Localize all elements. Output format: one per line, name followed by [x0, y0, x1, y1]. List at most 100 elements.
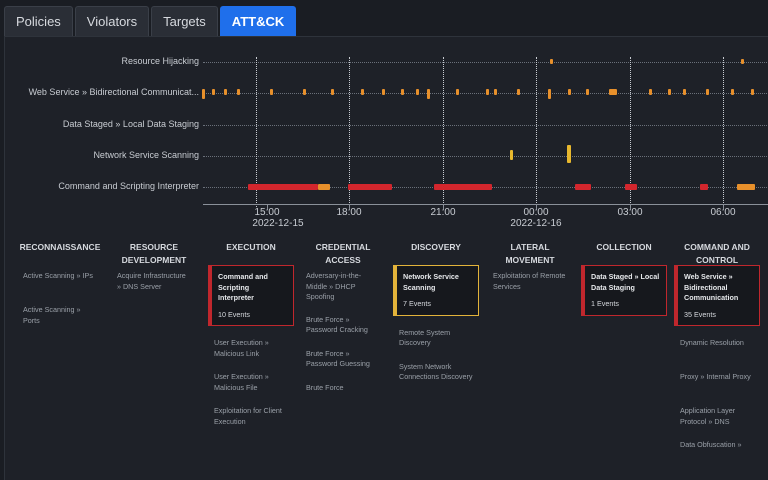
tick-label: 21:00 [430, 207, 456, 218]
event-count: 7 Events [403, 299, 431, 308]
technique-cell[interactable]: System Network Connections Discovery [393, 356, 479, 390]
event-mark[interactable] [494, 89, 497, 95]
technique-card-active[interactable]: Command and Scripting Interpreter 10 Even… [208, 265, 294, 326]
event-mark[interactable] [567, 145, 571, 163]
tab-bar: Policies Violators Targets ATT&CK [4, 6, 297, 42]
technique-cell[interactable]: User Execution » Malicious File [208, 366, 294, 400]
event-mark[interactable] [456, 89, 459, 95]
event-mark[interactable] [683, 89, 686, 95]
technique-card-active[interactable]: Web Service » Bidirectional Communicatio… [674, 265, 760, 326]
technique-cell[interactable]: User Execution » Malicious Link [208, 332, 294, 366]
event-mark[interactable] [331, 89, 334, 95]
technique-name: Adversary-in-the-Middle » DHCP Spoofing [306, 271, 362, 301]
technique-name: Proxy » Internal Proxy [680, 372, 751, 381]
event-mark[interactable] [609, 89, 616, 95]
event-mark[interactable] [361, 89, 364, 95]
event-mark[interactable] [318, 184, 330, 190]
tab-targets[interactable]: Targets [151, 6, 218, 36]
event-mark[interactable] [237, 89, 240, 95]
axis-tick [267, 205, 268, 210]
attack-panel: Resource Hijacking Web Service » Bidirec… [4, 36, 768, 480]
technique-name: Active Scanning » IPs [23, 271, 93, 280]
technique-name: Acquire Infrastructure » DNS Server [117, 271, 186, 291]
event-mark[interactable] [248, 184, 318, 190]
grid-line [256, 57, 257, 207]
axis-tick [536, 205, 537, 210]
event-mark[interactable] [401, 89, 404, 95]
event-mark[interactable] [741, 59, 744, 64]
technique-cell[interactable]: Proxy » Internal Proxy [674, 366, 760, 400]
event-mark[interactable] [550, 59, 553, 64]
axis-tick [723, 205, 724, 210]
event-mark[interactable] [486, 89, 489, 95]
date-label: 2022-12-16 [510, 218, 562, 229]
technique-name: Brute Force » Password Cracking [306, 314, 368, 335]
grid-line [536, 57, 537, 207]
technique-cell[interactable]: Brute Force [300, 377, 386, 411]
date-label: 2022-12-15 [252, 218, 304, 229]
tactic-heading: LATERAL MOVEMENT [505, 242, 555, 265]
event-mark[interactable] [348, 184, 392, 190]
event-mark[interactable] [586, 89, 589, 95]
event-mark[interactable] [434, 184, 492, 190]
event-mark[interactable] [517, 89, 520, 95]
technique-name: Dynamic Resolution [680, 338, 744, 347]
technique-cell[interactable]: Exploitation of Remote Services [487, 265, 573, 299]
event-mark[interactable] [751, 89, 754, 95]
event-mark[interactable] [427, 89, 430, 99]
technique-cell[interactable]: Acquire Infrastructure » DNS Server [111, 265, 197, 299]
event-mark[interactable] [416, 89, 419, 95]
event-mark[interactable] [270, 89, 273, 95]
event-mark[interactable] [649, 89, 652, 95]
technique-cell[interactable]: Active Scanning » Ports [17, 299, 103, 333]
technique-name: Command and Scripting Interpreter [218, 272, 268, 302]
grid-line [630, 57, 631, 207]
technique-cell[interactable]: Brute Force » Password Cracking [300, 309, 386, 343]
tick-label: 00:00 [523, 207, 549, 218]
event-mark[interactable] [575, 184, 591, 190]
event-mark[interactable] [706, 89, 709, 95]
timeline-row-label: Resource Hijacking [121, 56, 199, 66]
technique-cell[interactable]: Application Layer Protocol » DNS [674, 400, 760, 434]
tactic-heading: RECONNAISSANCE [19, 242, 101, 252]
event-mark[interactable] [614, 89, 617, 95]
timeline-row-line [203, 62, 768, 63]
timeline-row-line [203, 125, 768, 126]
tab-attack[interactable]: ATT&CK [219, 6, 297, 42]
event-mark[interactable] [212, 89, 215, 95]
technique-name: Data Staged » Local Data Staging [591, 272, 660, 292]
event-mark[interactable] [510, 150, 513, 160]
event-mark[interactable] [382, 89, 385, 95]
event-mark[interactable] [700, 184, 708, 190]
event-mark[interactable] [668, 89, 671, 95]
event-mark[interactable] [568, 89, 571, 95]
tactic-heading: DISCOVERY [411, 242, 461, 252]
technique-cell[interactable]: Data Obfuscation » [674, 434, 760, 468]
axis-tick [349, 205, 350, 210]
tactic-column-credential-access: CREDENTIAL ACCESS Adversary-in-the-Middle… [300, 241, 386, 411]
event-mark[interactable] [224, 89, 227, 95]
technique-cell[interactable]: Adversary-in-the-Middle » DHCP Spoofing [300, 265, 386, 309]
tab-policies[interactable]: Policies [4, 6, 73, 36]
tick-label: 03:00 [617, 207, 643, 218]
technique-cell[interactable]: Dynamic Resolution [674, 332, 760, 366]
grid-line [349, 57, 350, 207]
event-mark[interactable] [731, 89, 734, 95]
event-mark[interactable] [303, 89, 306, 95]
technique-cell[interactable]: Active Scanning » IPs [17, 265, 103, 299]
event-mark[interactable] [625, 184, 637, 190]
event-mark[interactable] [548, 89, 551, 99]
technique-cell[interactable]: Remote System Discovery [393, 322, 479, 356]
technique-cell[interactable]: Exploitation for Client Execution [208, 400, 294, 434]
event-mark[interactable] [737, 184, 755, 190]
timeline-row-line [203, 156, 768, 157]
technique-name: Exploitation for Client Execution [214, 406, 282, 426]
tab-violators[interactable]: Violators [74, 6, 150, 36]
event-mark[interactable] [202, 89, 205, 99]
technique-card-active[interactable]: Network Service Scanning 7 Events [393, 265, 479, 316]
tactic-column-execution: EXECUTION Command and Scripting Interpret… [208, 241, 294, 434]
technique-cell[interactable]: Brute Force » Password Guessing [300, 343, 386, 377]
technique-card-active[interactable]: Data Staged » Local Data Staging 1 Events [581, 265, 667, 316]
tactic-heading: CREDENTIAL ACCESS [315, 242, 371, 265]
